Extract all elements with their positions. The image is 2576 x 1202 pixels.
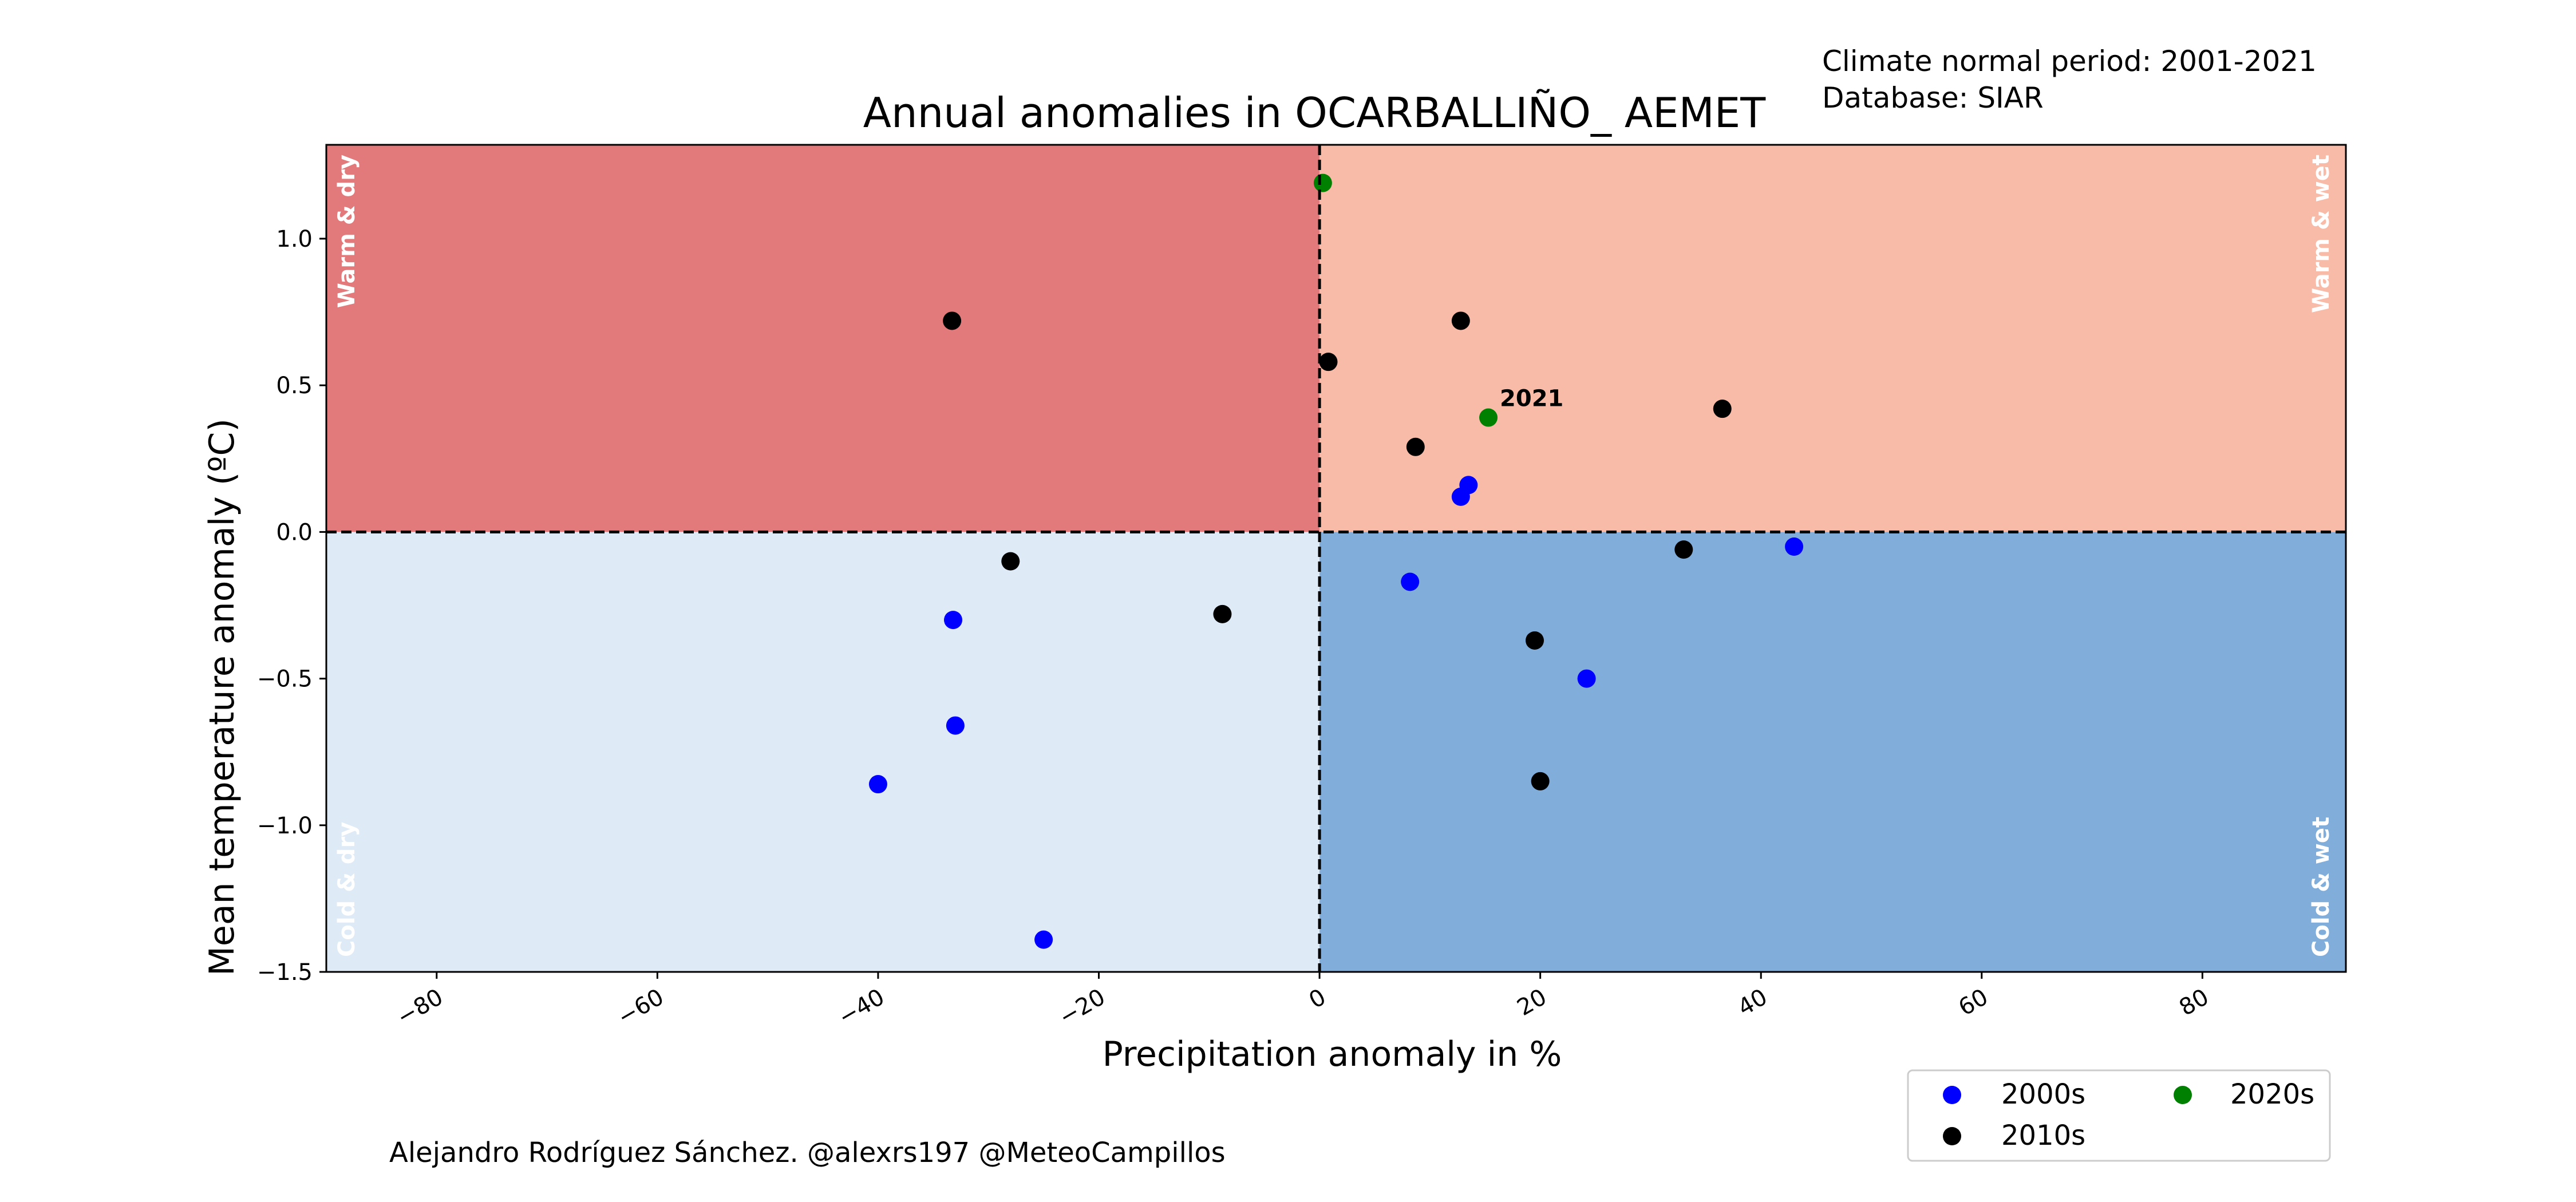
quadrant-label-cold-wet: Cold & wet <box>2308 817 2334 957</box>
x-tick-label-4: 0 <box>1305 984 1330 1014</box>
x-tick-label-0: −80 <box>393 984 448 1031</box>
point-2000s-1 <box>946 716 965 735</box>
legend-marker-2020s <box>2174 1086 2192 1104</box>
quadrant-warm-dry <box>326 145 1320 532</box>
x-tick-label-7: 60 <box>1954 984 1993 1021</box>
point-2020s-1 <box>1479 408 1498 427</box>
y-tick-label-2: −0.5 <box>257 666 313 693</box>
chart-title: Annual anomalies in OCARBALLIÑO_ AEMET <box>863 89 1767 137</box>
y-tick-label-0: −1.5 <box>257 959 313 986</box>
x-tick-label-3: −20 <box>1054 984 1109 1031</box>
x-tick-label-8: 80 <box>2175 984 2213 1021</box>
quadrant-warm-wet <box>1319 145 2346 532</box>
point-2020s-0 <box>1313 173 1332 192</box>
legend-marker-2000s <box>1943 1086 1961 1104</box>
plot-frame <box>325 144 2347 973</box>
y-tick-label-1: −1.0 <box>257 813 313 839</box>
point-annotation-2021: 2021 <box>1500 386 1563 412</box>
y-tick-label-4: 0.5 <box>276 373 313 399</box>
x-tick-label-1: −60 <box>613 984 668 1031</box>
quadrant-label-warm-dry: Warm & dry <box>334 155 360 308</box>
legend-marker-2010s <box>1943 1127 1961 1145</box>
point-2010s-1 <box>1319 353 1338 371</box>
quadrant-cold-wet <box>1319 532 2346 972</box>
point-2000s-2 <box>868 775 887 794</box>
x-tick-label-6: 40 <box>1733 984 1772 1021</box>
legend-label-2000s: 2000s <box>2001 1078 2085 1110</box>
legend-label-2010s: 2010s <box>2001 1120 2085 1152</box>
point-2000s-4 <box>1401 572 1420 591</box>
x-tick-label-5: 20 <box>1513 984 1551 1021</box>
y-axis-label: Mean temperature anomaly (ºC) <box>202 418 242 976</box>
legend-label-2020s: 2020s <box>2230 1078 2314 1110</box>
point-2010s-6 <box>1213 604 1232 623</box>
point-2010s-2 <box>1451 311 1470 330</box>
point-2000s-6 <box>1451 487 1470 506</box>
y-tick-label-3: 0.0 <box>276 519 313 545</box>
x-axis-label: Precipitation anomaly in % <box>1103 1034 1562 1074</box>
credit-text: Alejandro Rodríguez Sánchez. @alexrs197 … <box>389 1137 1226 1169</box>
database-label: Database: SIAR <box>1822 81 2044 114</box>
quadrant-cold-dry <box>326 532 1320 972</box>
legend: 2000s 2010s 2020s <box>1907 1069 2331 1162</box>
y-tick-label-5: 1.0 <box>276 226 313 252</box>
point-2000s-0 <box>944 611 963 630</box>
point-2010s-0 <box>943 311 962 330</box>
point-2010s-4 <box>1713 400 1732 418</box>
point-2010s-9 <box>1674 540 1693 559</box>
point-2010s-5 <box>1001 552 1020 571</box>
point-2000s-3 <box>1034 930 1053 949</box>
point-2010s-7 <box>1526 631 1544 650</box>
quadrant-label-warm-wet: Warm & wet <box>2308 155 2334 313</box>
point-2000s-7 <box>1577 669 1596 688</box>
quadrant-label-cold-dry: Cold & dry <box>334 822 360 957</box>
point-2010s-8 <box>1531 772 1550 790</box>
legend-frame <box>1907 1069 2331 1162</box>
point-2000s-8 <box>1785 537 1804 556</box>
point-2010s-3 <box>1406 437 1425 456</box>
normal-period-label: Climate normal period: 2001-2021 <box>1822 45 2317 78</box>
x-tick-label-2: −40 <box>834 984 889 1031</box>
